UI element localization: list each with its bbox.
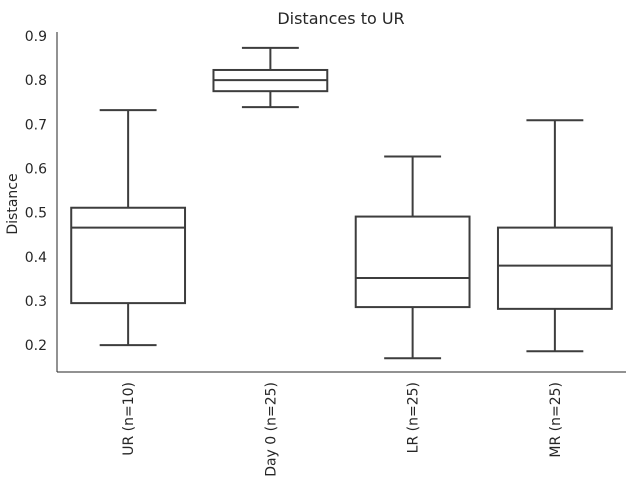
x-tick-label: UR (n=10)	[121, 382, 137, 456]
y-tick-label: 0.9	[25, 29, 47, 45]
y-tick-label: 0.6	[25, 161, 47, 177]
chart-title: Distances to UR	[277, 9, 404, 28]
y-tick-label: 0.3	[25, 294, 47, 310]
y-tick-label: 0.7	[25, 117, 47, 133]
x-tick-label: LR (n=25)	[406, 382, 422, 453]
box	[70, 206, 187, 305]
y-tick-label: 0.4	[25, 250, 47, 266]
y-tick-label: 0.8	[25, 73, 47, 89]
box	[354, 215, 471, 309]
x-tick-label: Day 0 (n=25)	[263, 382, 279, 477]
y-tick-label: 0.5	[25, 206, 47, 222]
y-tick-label: 0.2	[25, 338, 47, 354]
x-tick-label: MR (n=25)	[548, 382, 564, 458]
y-axis-label: Distance	[5, 173, 21, 234]
box	[496, 226, 613, 310]
